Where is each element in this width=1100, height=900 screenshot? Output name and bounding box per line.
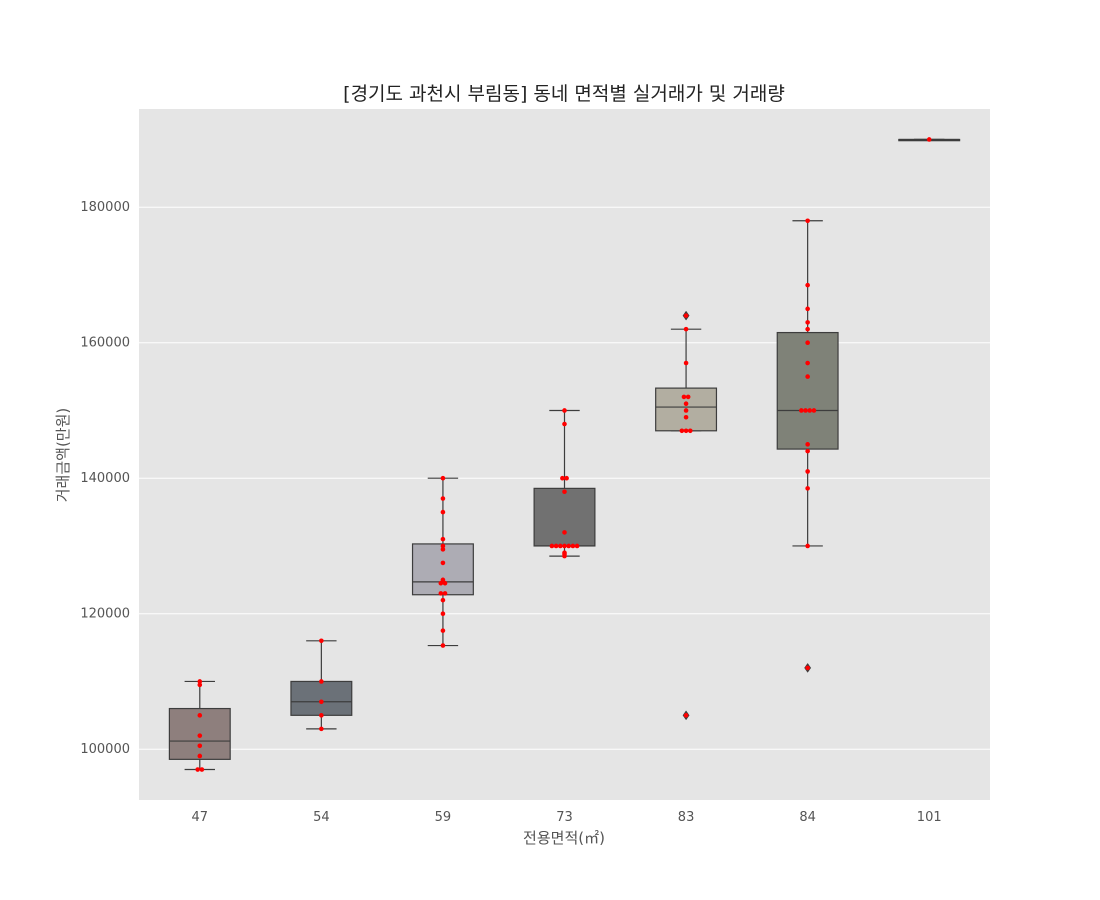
point-category-73-12 [560, 475, 565, 481]
point-category-73-7 [566, 543, 571, 549]
point-category-54-1 [319, 713, 324, 718]
point-category-59-6 [438, 580, 444, 586]
point-category-84-8 [807, 408, 813, 413]
point-category-84-4 [805, 448, 810, 454]
point-category-59-14 [440, 496, 446, 501]
point-category-59-8 [440, 577, 446, 583]
point-category-54-4 [319, 638, 324, 644]
point-category-84-7 [803, 408, 808, 413]
point-category-83-2 [683, 428, 689, 434]
tick-labels: 100000 120000 140000 160000 180000 47 54 59 73 83… [80, 200, 941, 825]
point-category-73-4 [553, 543, 559, 549]
point-category-59-12 [440, 536, 446, 542]
point-category-84-1 [805, 543, 810, 549]
point-category-83-9 [683, 360, 689, 366]
y-tick-label-2: 140000 [80, 471, 130, 486]
point-category-47-2 [197, 753, 203, 759]
point-category-59-5 [442, 591, 448, 596]
x-tick-label-5: 84 [799, 810, 816, 825]
x-axis-label: 전용면적(㎡) [523, 829, 605, 847]
point-category-73-9 [574, 543, 580, 549]
point-category-59-3 [440, 597, 446, 603]
point-category-73-8 [570, 543, 576, 549]
point-category-83-1 [679, 428, 685, 434]
x-tick-label-3: 73 [556, 810, 573, 825]
y-axis-label: 거래금액(만원) [54, 408, 72, 503]
y-tick-label-3: 160000 [80, 336, 130, 351]
point-category-83-6 [683, 401, 689, 406]
point-category-59-7 [442, 580, 448, 586]
data-points [195, 137, 932, 772]
point-category-73-3 [549, 543, 555, 549]
point-category-84-16 [805, 282, 810, 288]
point-category-59-9 [440, 560, 446, 566]
point-category-84-2 [805, 486, 810, 491]
box-category-59 [411, 543, 474, 596]
point-category-59-10 [440, 547, 446, 552]
point-category-47-5 [197, 713, 203, 718]
point-category-84-11 [805, 360, 810, 366]
point-category-73-13 [564, 475, 569, 481]
box-category-73 [533, 487, 596, 547]
point-category-59-13 [440, 509, 446, 515]
point-category-54-0 [319, 726, 324, 732]
point-category-84-3 [805, 469, 810, 474]
point-category-59-0 [440, 643, 446, 648]
point-category-84-17 [805, 218, 810, 224]
point-category-83-10 [683, 326, 689, 332]
box-category-84 [776, 331, 839, 450]
point-category-84-9 [811, 408, 817, 413]
point-category-47-7 [197, 679, 203, 684]
point-category-47-6 [197, 682, 203, 688]
x-tick-label-4: 83 [678, 810, 695, 825]
point-category-47-1 [199, 767, 205, 772]
y-tick-label-0: 100000 [80, 742, 130, 757]
point-category-59-4 [438, 591, 444, 596]
point-category-73-15 [562, 408, 567, 413]
point-category-84-14 [805, 320, 810, 325]
point-category-73-5 [558, 543, 563, 549]
x-tick-label-2: 59 [435, 810, 452, 825]
x-tick-label-1: 54 [313, 810, 330, 825]
point-category-84-10 [805, 374, 810, 379]
y-tick-label-1: 120000 [80, 607, 130, 622]
point-category-59-15 [440, 475, 446, 481]
point-category-83-8 [685, 394, 691, 400]
point-category-73-10 [562, 530, 567, 535]
point-category-83-3 [687, 428, 693, 434]
point-category-84-0 [805, 665, 810, 671]
point-category-59-2 [440, 611, 446, 617]
point-category-83-7 [681, 394, 687, 400]
point-category-84-6 [799, 408, 804, 413]
point-category-47-0 [195, 767, 200, 772]
point-category-73-2 [562, 550, 567, 556]
point-category-59-1 [440, 628, 446, 633]
x-tick-label-6: 101 [917, 810, 942, 825]
point-category-84-5 [805, 442, 810, 447]
point-category-84-15 [805, 306, 810, 312]
point-category-59-11 [440, 543, 446, 549]
point-category-83-0 [683, 713, 689, 718]
point-category-54-3 [319, 679, 324, 684]
point-category-83-5 [683, 408, 689, 413]
point-category-83-4 [683, 414, 689, 420]
point-category-101-0 [926, 137, 932, 142]
box-category-54 [290, 680, 353, 716]
y-tick-label-4: 180000 [80, 200, 130, 215]
point-category-84-13 [805, 326, 810, 332]
point-category-84-12 [805, 340, 810, 346]
point-category-54-2 [319, 699, 324, 705]
point-category-73-11 [562, 489, 567, 495]
point-category-47-3 [197, 743, 203, 749]
x-tick-label-0: 47 [192, 810, 209, 825]
point-category-73-6 [562, 543, 567, 549]
chart-title: [경기도 과천시 부림동] 동네 면적별 실거래가 및 거래량 [343, 83, 785, 105]
point-category-73-14 [562, 421, 567, 427]
point-category-83-11 [683, 313, 689, 318]
point-category-47-4 [197, 733, 203, 738]
